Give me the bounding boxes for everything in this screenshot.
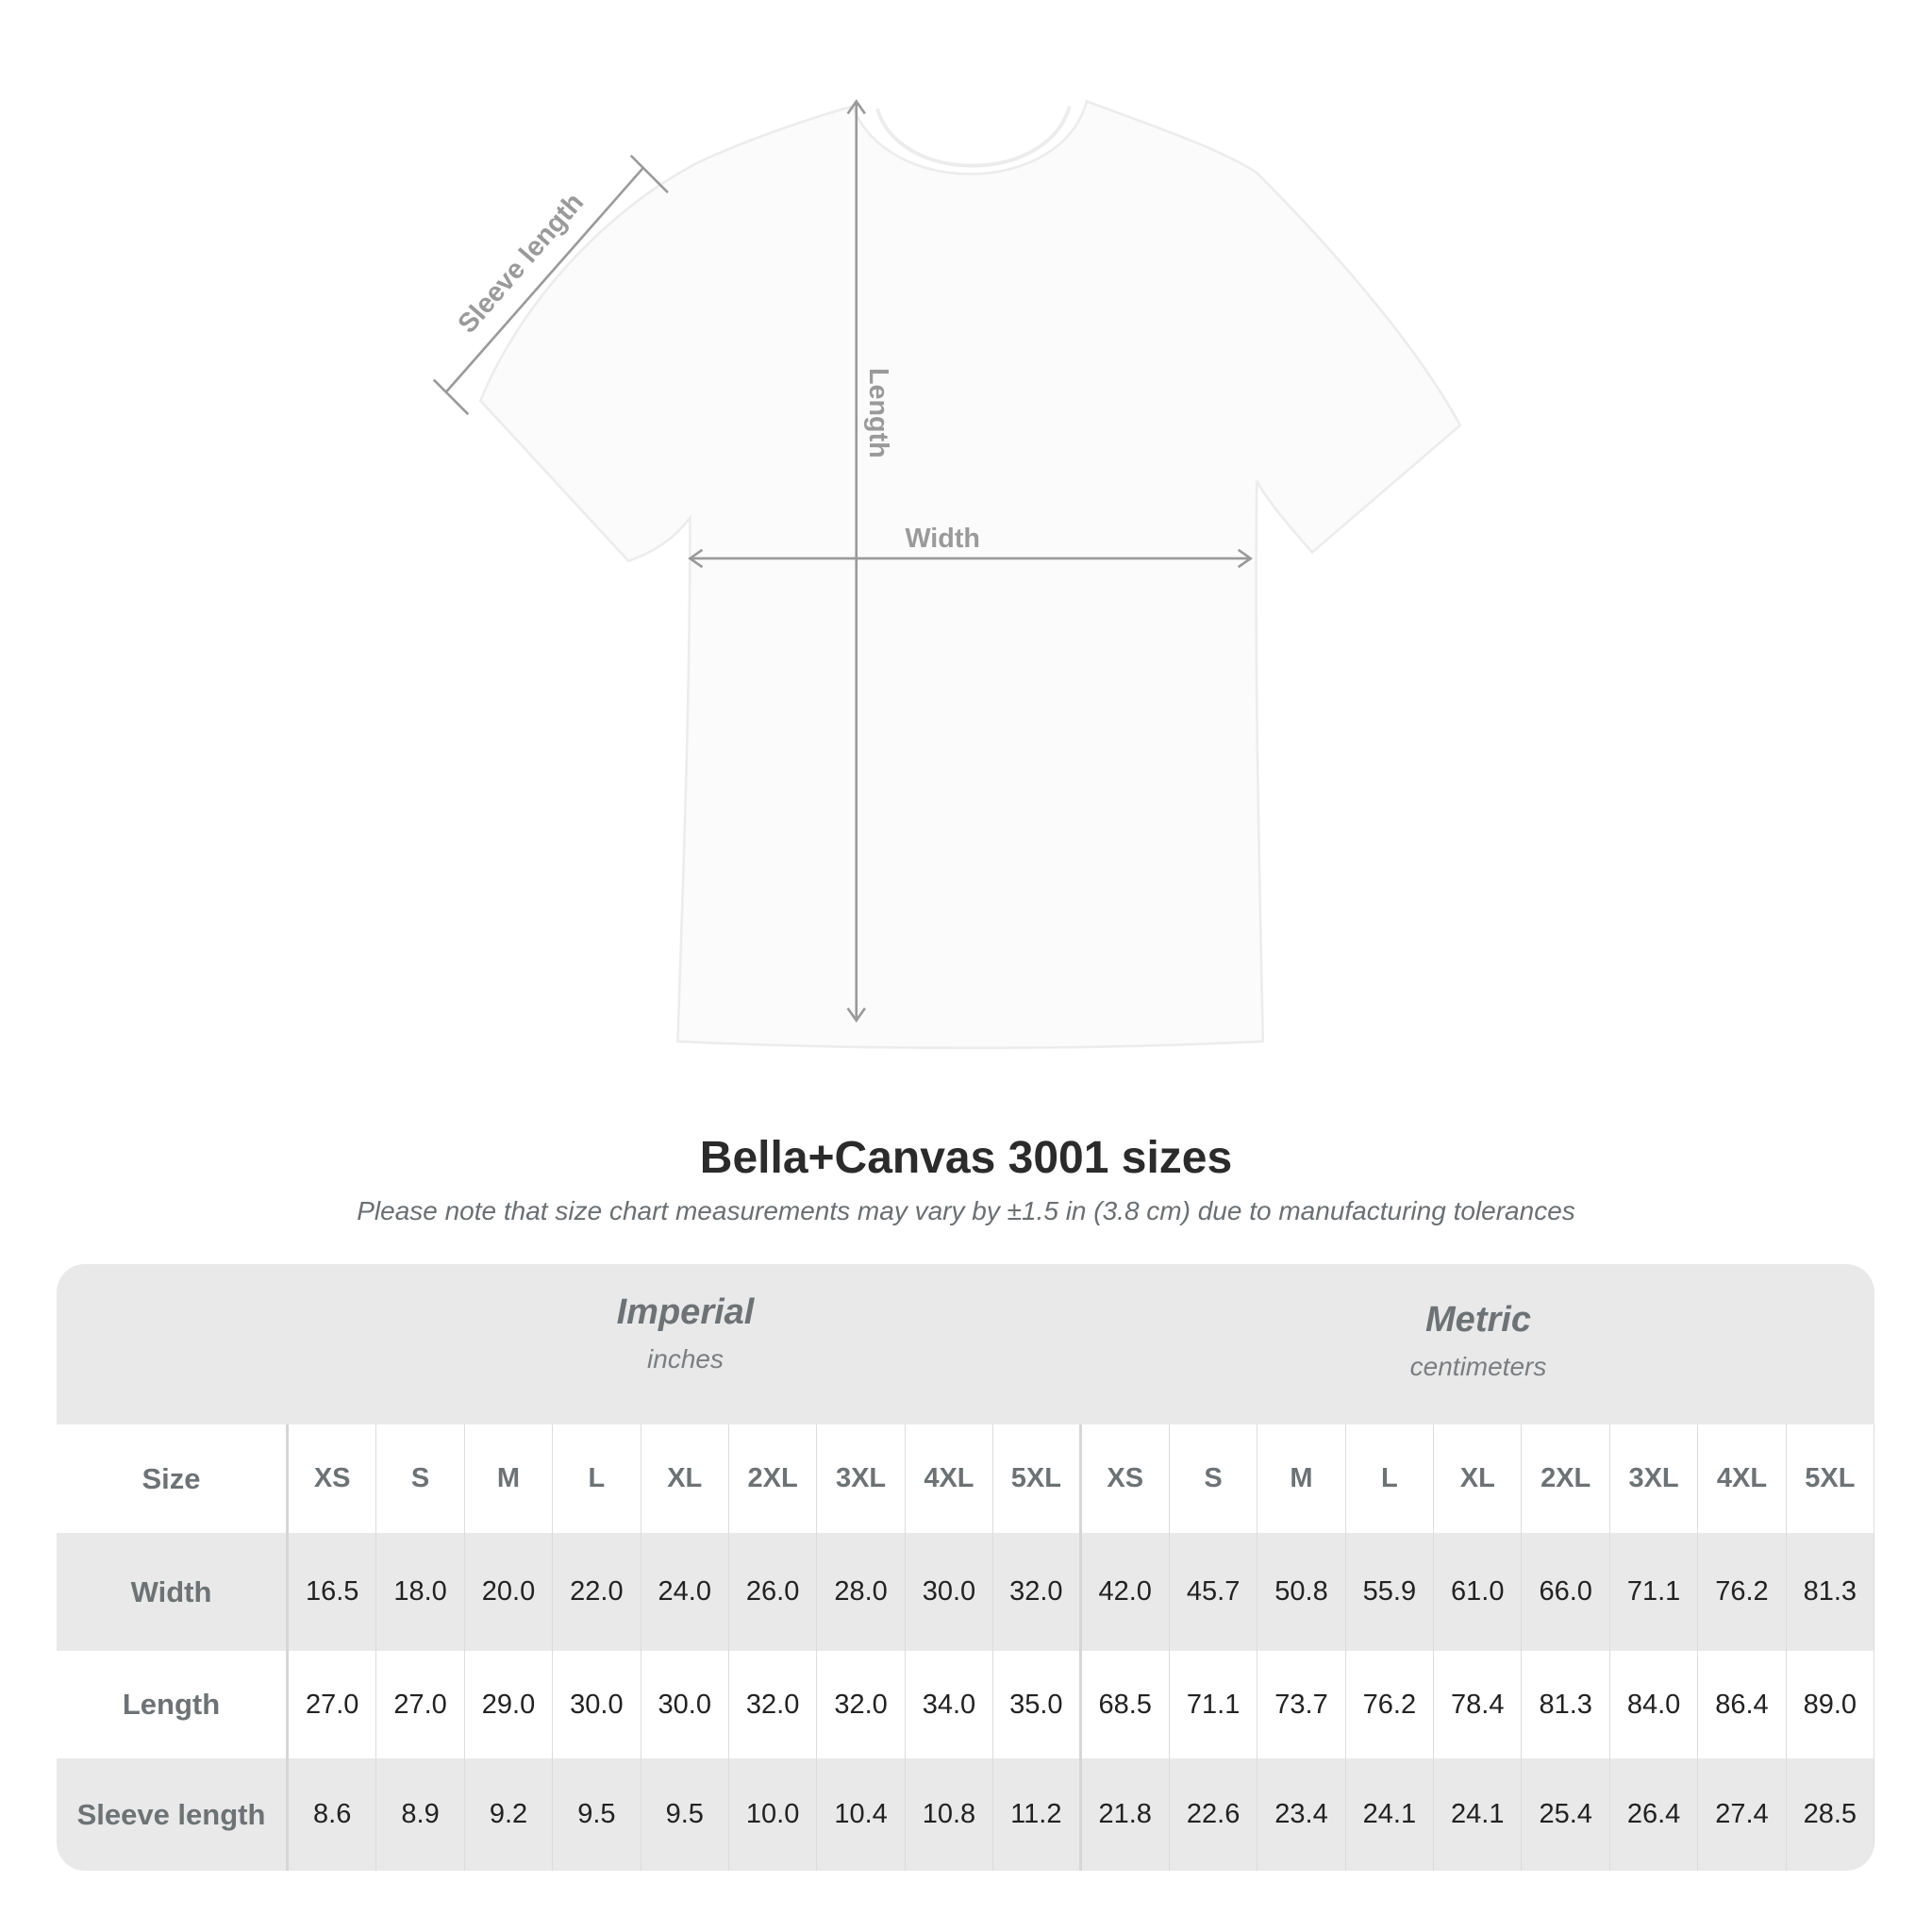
- value-cell-metric: 76.2: [1346, 1651, 1435, 1758]
- metric-header: Metric centimeters: [1082, 1300, 1874, 1460]
- value-cell-imperial: 8.6: [289, 1758, 377, 1871]
- value-cell-imperial: 32.0: [729, 1651, 818, 1758]
- size-header-metric: 4XL: [1698, 1424, 1787, 1533]
- value-cell-metric: 81.3: [1522, 1651, 1610, 1758]
- measure-arrows: [432, 99, 1253, 1024]
- size-header-metric: 5XL: [1787, 1424, 1874, 1533]
- value-cell-metric: 22.6: [1170, 1758, 1258, 1871]
- value-cell-imperial: 20.0: [465, 1533, 554, 1651]
- value-cell-imperial: 16.5: [289, 1533, 377, 1651]
- row-label: Sleeve length: [57, 1758, 289, 1871]
- size-header-row: Size XS S M L XL 2XL 3XL 4XL 5XL XS S M L XL 2XL 3XL 4XL 5…: [57, 1424, 1874, 1533]
- value-cell-metric: 45.7: [1170, 1533, 1258, 1651]
- value-cell-imperial: 18.0: [376, 1533, 465, 1651]
- value-cell-metric: 71.1: [1170, 1651, 1258, 1758]
- size-header-imperial: XS: [289, 1424, 377, 1533]
- value-cell-imperial: 27.0: [376, 1651, 465, 1758]
- value-cell-metric: 84.0: [1610, 1651, 1699, 1758]
- value-cell-metric: 68.5: [1082, 1651, 1170, 1758]
- value-cell-imperial: 32.0: [993, 1533, 1082, 1651]
- metric-label: Metric: [1425, 1300, 1531, 1340]
- value-cell-imperial: 10.4: [817, 1758, 906, 1871]
- value-cell-imperial: 29.0: [465, 1651, 554, 1758]
- tshirt-diagram: Length Width Sleeve length: [432, 99, 1462, 1050]
- value-cell-metric: 28.5: [1787, 1758, 1874, 1871]
- value-cell-metric: 25.4: [1522, 1758, 1610, 1871]
- value-cell-imperial: 9.2: [465, 1758, 554, 1871]
- value-cell-metric: 61.0: [1434, 1533, 1523, 1651]
- size-header-imperial: XL: [641, 1424, 729, 1533]
- value-cell-imperial: 8.9: [376, 1758, 465, 1871]
- table-row: Width 16.5 18.0 20.0 22.0 24.0 26.0 28.0 30.0 32.…: [57, 1533, 1874, 1651]
- value-cell-imperial: 22.0: [553, 1533, 641, 1651]
- value-cell-imperial: 30.0: [906, 1533, 994, 1651]
- value-cell-imperial: 30.0: [553, 1651, 641, 1758]
- value-cell-imperial: 9.5: [553, 1758, 641, 1871]
- value-cell-imperial: 11.2: [993, 1758, 1082, 1871]
- value-cell-imperial: 10.8: [906, 1758, 994, 1871]
- value-cell-metric: 21.8: [1082, 1758, 1170, 1871]
- value-cell-metric: 27.4: [1698, 1758, 1787, 1871]
- size-header-metric: L: [1346, 1424, 1435, 1533]
- value-cell-metric: 89.0: [1787, 1651, 1874, 1758]
- value-cell-metric: 76.2: [1698, 1533, 1787, 1651]
- size-header-metric: XL: [1434, 1424, 1523, 1533]
- value-cell-metric: 23.4: [1257, 1758, 1346, 1871]
- value-cell-imperial: 27.0: [289, 1651, 377, 1758]
- value-cell-metric: 86.4: [1698, 1651, 1787, 1758]
- value-cell-metric: 66.0: [1522, 1533, 1610, 1651]
- size-header-imperial: 2XL: [729, 1424, 818, 1533]
- value-cell-metric: 26.4: [1610, 1758, 1699, 1871]
- value-cell-imperial: 26.0: [729, 1533, 818, 1651]
- value-cell-imperial: 28.0: [817, 1533, 906, 1651]
- row-label: Size: [57, 1424, 289, 1533]
- size-header-metric: 2XL: [1522, 1424, 1610, 1533]
- value-cell-imperial: 34.0: [906, 1651, 994, 1758]
- size-header-metric: M: [1257, 1424, 1346, 1533]
- size-header-imperial: S: [376, 1424, 465, 1533]
- value-cell-metric: 81.3: [1787, 1533, 1874, 1651]
- value-cell-imperial: 9.5: [641, 1758, 729, 1871]
- size-header-imperial: 5XL: [993, 1424, 1082, 1533]
- imperial-label: Imperial: [616, 1292, 755, 1332]
- tolerance-note: Please note that size chart measurements…: [357, 1196, 1575, 1225]
- value-cell-imperial: 35.0: [993, 1651, 1082, 1758]
- size-header-metric: S: [1170, 1424, 1258, 1533]
- value-cell-imperial: 32.0: [817, 1651, 906, 1758]
- tshirt-shape: [478, 99, 1462, 1050]
- value-cell-imperial: 24.0: [641, 1533, 729, 1651]
- value-cell-imperial: 10.0: [729, 1758, 818, 1871]
- chart-title: Bella+Canvas 3001 sizes: [699, 1133, 1233, 1183]
- value-cell-imperial: 30.0: [641, 1651, 729, 1758]
- size-header-imperial: 4XL: [906, 1424, 994, 1533]
- width-label: Width: [905, 524, 979, 554]
- value-cell-metric: 42.0: [1082, 1533, 1170, 1651]
- value-cell-metric: 24.1: [1434, 1758, 1523, 1871]
- table-row: Length 27.0 27.0 29.0 30.0 30.0 32.0 32.0 34.0 35…: [57, 1651, 1874, 1758]
- size-header-imperial: 3XL: [817, 1424, 906, 1533]
- size-header-imperial: M: [465, 1424, 554, 1533]
- size-header-metric: 3XL: [1610, 1424, 1699, 1533]
- length-label: Length: [863, 368, 893, 458]
- size-table: Imperial inches Metric centimeters Size X…: [57, 1264, 1874, 1871]
- value-cell-metric: 24.1: [1346, 1758, 1435, 1871]
- imperial-header: Imperial inches: [289, 1292, 1082, 1453]
- value-cell-metric: 78.4: [1434, 1651, 1523, 1758]
- row-label: Width: [57, 1533, 289, 1651]
- value-cell-metric: 71.1: [1610, 1533, 1699, 1651]
- table-row: Sleeve length 8.6 8.9 9.2 9.5 9.5 10.0 10.4 10.8…: [57, 1758, 1874, 1871]
- value-cell-metric: 73.7: [1257, 1651, 1346, 1758]
- value-cell-metric: 55.9: [1346, 1533, 1435, 1651]
- imperial-unit: inches: [647, 1344, 724, 1374]
- metric-unit: centimeters: [1409, 1352, 1547, 1381]
- size-header-metric: XS: [1082, 1424, 1170, 1533]
- row-label: Length: [57, 1651, 289, 1758]
- value-cell-metric: 50.8: [1257, 1533, 1346, 1651]
- size-header-imperial: L: [553, 1424, 641, 1533]
